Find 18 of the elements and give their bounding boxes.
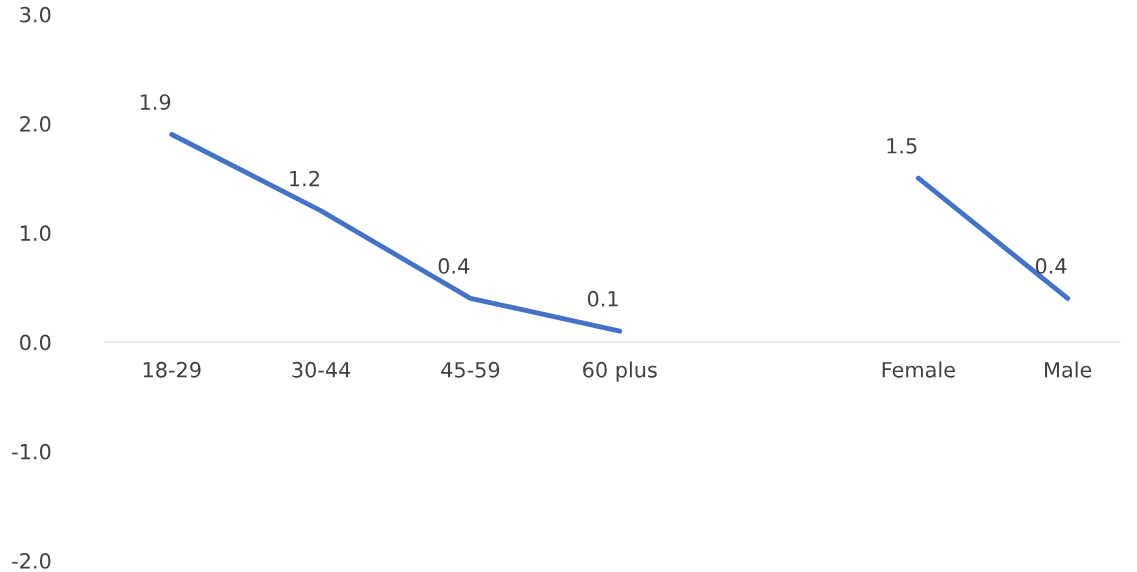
data-label: 1.5	[887, 138, 917, 154]
y-tick-label: 2.0	[20, 116, 51, 132]
data-label: 0.1	[587, 290, 618, 307]
x-tick-label: 45-59	[441, 361, 500, 378]
x-tick-label: 60 plus	[583, 361, 657, 382]
data-label: 0.4	[1035, 258, 1067, 274]
y-tick-label: 1.0	[20, 225, 51, 242]
x-tick-label: 18-29	[143, 361, 201, 378]
x-tick-label: 30-44	[292, 361, 351, 378]
y-tick-label: -1.0	[12, 443, 51, 460]
y-tick-label: 0.0	[20, 334, 51, 351]
data-label: 1.2	[290, 170, 319, 187]
x-tick-label: Male	[1045, 361, 1092, 378]
y-tick-label: 3.0	[20, 6, 51, 23]
data-label: 1.9	[140, 94, 171, 110]
x-tick-label: Female	[882, 361, 955, 378]
y-tick-label: -2.0	[12, 553, 51, 569]
data-label: 0.4	[438, 258, 470, 274]
